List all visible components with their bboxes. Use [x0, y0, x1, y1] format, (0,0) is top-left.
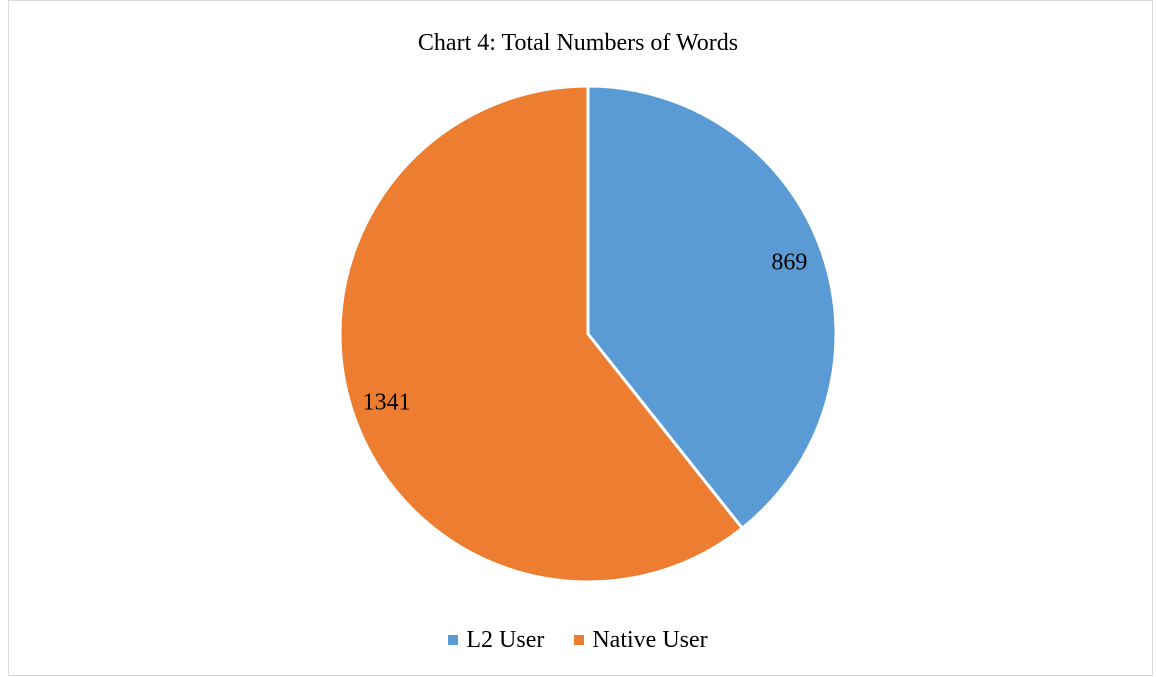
chart-title: Chart 4: Total Numbers of Words: [417, 30, 739, 56]
pie-slice-l2-user: [586, 84, 838, 530]
pie-slice-native-user: [338, 84, 744, 584]
legend-item-native-user: Native User: [574, 626, 708, 654]
legend-swatch: [448, 635, 459, 645]
legend-swatch: [574, 635, 585, 645]
data-label-l2-user: 869: [771, 249, 807, 275]
legend-item-l2-user: L2 User: [448, 626, 544, 654]
legend-label: L2 User: [466, 627, 545, 653]
legend-label: Native User: [592, 627, 708, 653]
data-label-native-user: 1341: [363, 390, 411, 416]
legend: L2 User Native User: [0, 626, 1156, 654]
